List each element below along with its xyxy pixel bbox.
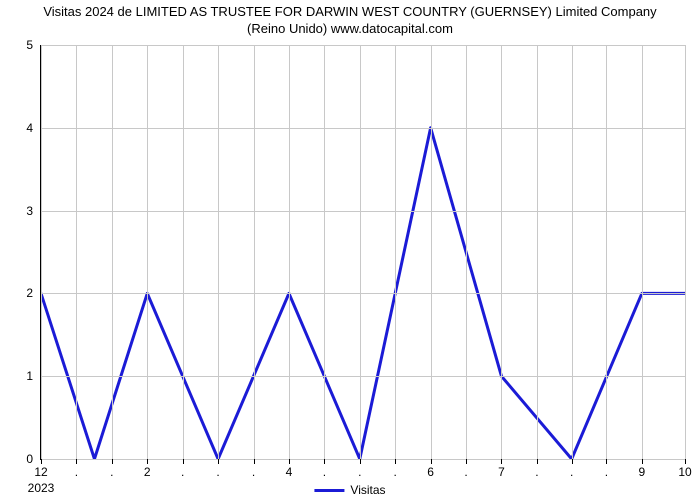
x-axis-sublabel: 2023: [28, 481, 55, 495]
x-tick-mark: [537, 459, 538, 464]
chart-legend: Visitas: [314, 483, 385, 497]
x-tick-mark: [572, 459, 573, 464]
x-tick-mark: [395, 459, 396, 464]
gridline-vertical: [360, 45, 361, 459]
y-tick-label: 1: [26, 369, 33, 383]
gridline-vertical: [685, 45, 686, 459]
y-tick-label: 4: [26, 121, 33, 135]
x-tick-label: .: [323, 465, 326, 479]
chart-title: Visitas 2024 de LIMITED AS TRUSTEE FOR D…: [0, 0, 700, 40]
x-tick-label: .: [75, 465, 78, 479]
gridline-vertical: [41, 45, 42, 459]
x-tick-label: .: [394, 465, 397, 479]
x-tick-mark: [76, 459, 77, 464]
gridline-vertical: [572, 45, 573, 459]
data-line-svg: [41, 45, 685, 459]
x-tick-label: .: [216, 465, 219, 479]
gridline-vertical: [395, 45, 396, 459]
gridline-vertical: [254, 45, 255, 459]
x-tick-label: 6: [427, 465, 434, 479]
x-tick-label: 7: [498, 465, 505, 479]
gridline-horizontal: [41, 459, 685, 460]
x-tick-mark: [431, 459, 432, 464]
x-tick-mark: [289, 459, 290, 464]
gridline-vertical: [183, 45, 184, 459]
x-tick-label: .: [252, 465, 255, 479]
x-tick-mark: [324, 459, 325, 464]
x-tick-label: .: [535, 465, 538, 479]
gridline-vertical: [642, 45, 643, 459]
gridline-vertical: [218, 45, 219, 459]
x-tick-label: .: [358, 465, 361, 479]
gridline-vertical: [324, 45, 325, 459]
y-tick-label: 3: [26, 204, 33, 218]
x-tick-mark: [147, 459, 148, 464]
gridline-horizontal: [41, 376, 685, 377]
x-tick-label: 10: [678, 465, 691, 479]
x-tick-label: .: [181, 465, 184, 479]
y-tick-label: 5: [26, 38, 33, 52]
gridline-vertical: [289, 45, 290, 459]
gridline-horizontal: [41, 211, 685, 212]
plot-area: 01234512..2...4...6.7...9102023: [40, 45, 685, 460]
x-tick-label: 12: [34, 465, 47, 479]
gridline-vertical: [431, 45, 432, 459]
gridline-vertical: [501, 45, 502, 459]
x-tick-label: 4: [286, 465, 293, 479]
x-tick-mark: [112, 459, 113, 464]
title-line-2: (Reino Unido) www.datocapital.com: [247, 21, 453, 36]
x-tick-mark: [218, 459, 219, 464]
x-tick-mark: [466, 459, 467, 464]
gridline-vertical: [112, 45, 113, 459]
x-tick-mark: [360, 459, 361, 464]
x-tick-mark: [642, 459, 643, 464]
x-tick-label: .: [570, 465, 573, 479]
chart-container: Visitas 2024 de LIMITED AS TRUSTEE FOR D…: [0, 0, 700, 500]
title-line-1: Visitas 2024 de LIMITED AS TRUSTEE FOR D…: [43, 4, 656, 19]
x-tick-label: 2: [144, 465, 151, 479]
gridline-vertical: [76, 45, 77, 459]
gridline-vertical: [537, 45, 538, 459]
x-tick-label: .: [110, 465, 113, 479]
y-tick-label: 0: [26, 452, 33, 466]
x-tick-label: .: [605, 465, 608, 479]
x-tick-mark: [41, 459, 42, 464]
gridline-horizontal: [41, 45, 685, 46]
gridline-horizontal: [41, 293, 685, 294]
x-tick-label: 9: [639, 465, 646, 479]
x-tick-mark: [606, 459, 607, 464]
x-tick-label: .: [464, 465, 467, 479]
gridline-vertical: [466, 45, 467, 459]
x-tick-mark: [501, 459, 502, 464]
x-tick-mark: [183, 459, 184, 464]
gridline-vertical: [606, 45, 607, 459]
gridline-horizontal: [41, 128, 685, 129]
y-tick-label: 2: [26, 286, 33, 300]
legend-label: Visitas: [350, 483, 385, 497]
gridline-vertical: [147, 45, 148, 459]
x-tick-mark: [254, 459, 255, 464]
legend-swatch: [314, 489, 344, 492]
x-tick-mark: [685, 459, 686, 464]
